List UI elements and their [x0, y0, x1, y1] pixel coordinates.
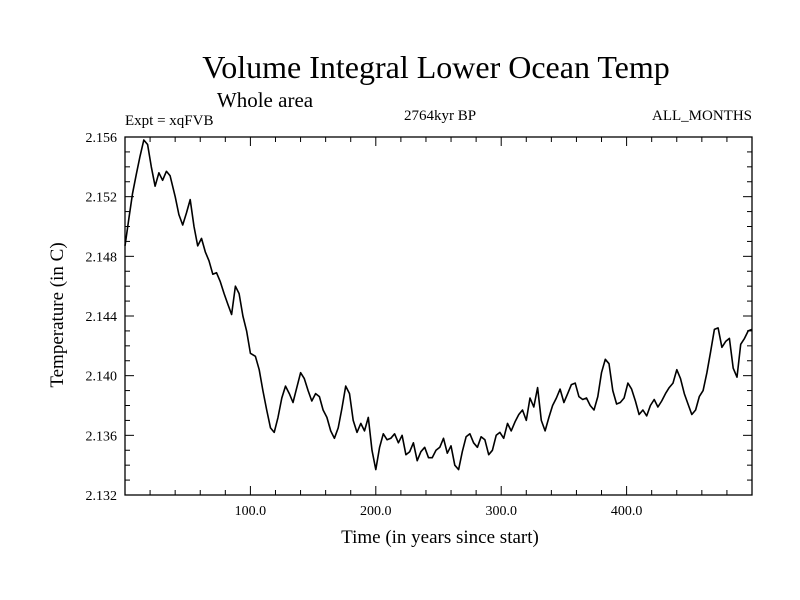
x-tick-label: 300.0	[485, 504, 517, 519]
tick-marks	[125, 136, 752, 496]
y-tick-labels: 2.132 2.136 2.140 2.144 2.148 2.152 2.156	[86, 131, 118, 504]
x-tick-labels: 100.0 200.0 300.0 400.0	[235, 504, 643, 519]
experiment-label: Expt = xqFVB	[125, 113, 213, 129]
x-axis-label: Time (in years since start)	[341, 527, 539, 548]
period-label: 2764kyr BP	[404, 108, 476, 124]
y-tick-label: 2.148	[86, 250, 118, 265]
y-tick-label: 2.140	[86, 370, 118, 385]
chart-subtitle: Whole area	[217, 88, 314, 112]
series-layer	[124, 139, 753, 471]
y-tick-label: 2.152	[86, 191, 118, 206]
series-line	[124, 139, 753, 471]
months-label: ALL_MONTHS	[652, 108, 752, 124]
y-tick-label: 2.136	[86, 429, 118, 444]
x-tick-label: 100.0	[235, 504, 267, 519]
x-tick-label: 200.0	[360, 504, 392, 519]
y-tick-label: 2.132	[86, 489, 118, 504]
y-axis-label: Temperature (in C)	[47, 242, 68, 387]
y-tick-label: 2.156	[86, 131, 118, 146]
y-tick-label: 2.144	[86, 310, 118, 325]
x-tick-label: 400.0	[611, 504, 643, 519]
chart-title: Volume Integral Lower Ocean Temp	[202, 49, 670, 85]
plot-frame	[124, 136, 753, 496]
